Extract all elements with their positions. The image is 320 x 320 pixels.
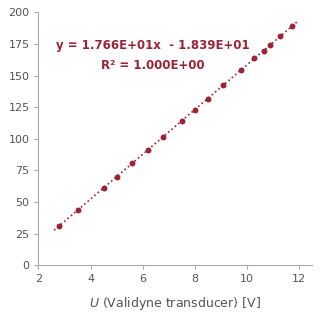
Point [252, 56, 257, 61]
Text: $\mathit{U}$ (Validyne transducer) [V]: $\mathit{U}$ (Validyne transducer) [V] [89, 295, 261, 312]
Point [75, 208, 80, 213]
Point [239, 67, 244, 72]
Point [145, 148, 150, 153]
Point [205, 96, 210, 101]
Point [290, 24, 295, 29]
Point [278, 34, 283, 39]
Text: R² = 1.000E+00: R² = 1.000E+00 [101, 59, 205, 72]
Point [57, 223, 62, 228]
Point [130, 161, 135, 166]
Point [114, 174, 119, 179]
Point [101, 185, 106, 190]
Point [192, 107, 197, 112]
Point [221, 83, 226, 88]
Point [161, 134, 166, 139]
Point [179, 118, 184, 124]
Point [268, 43, 273, 48]
Text: y = 1.766E+01x  - 1.839E+01: y = 1.766E+01x - 1.839E+01 [56, 39, 250, 52]
Point [261, 48, 266, 53]
